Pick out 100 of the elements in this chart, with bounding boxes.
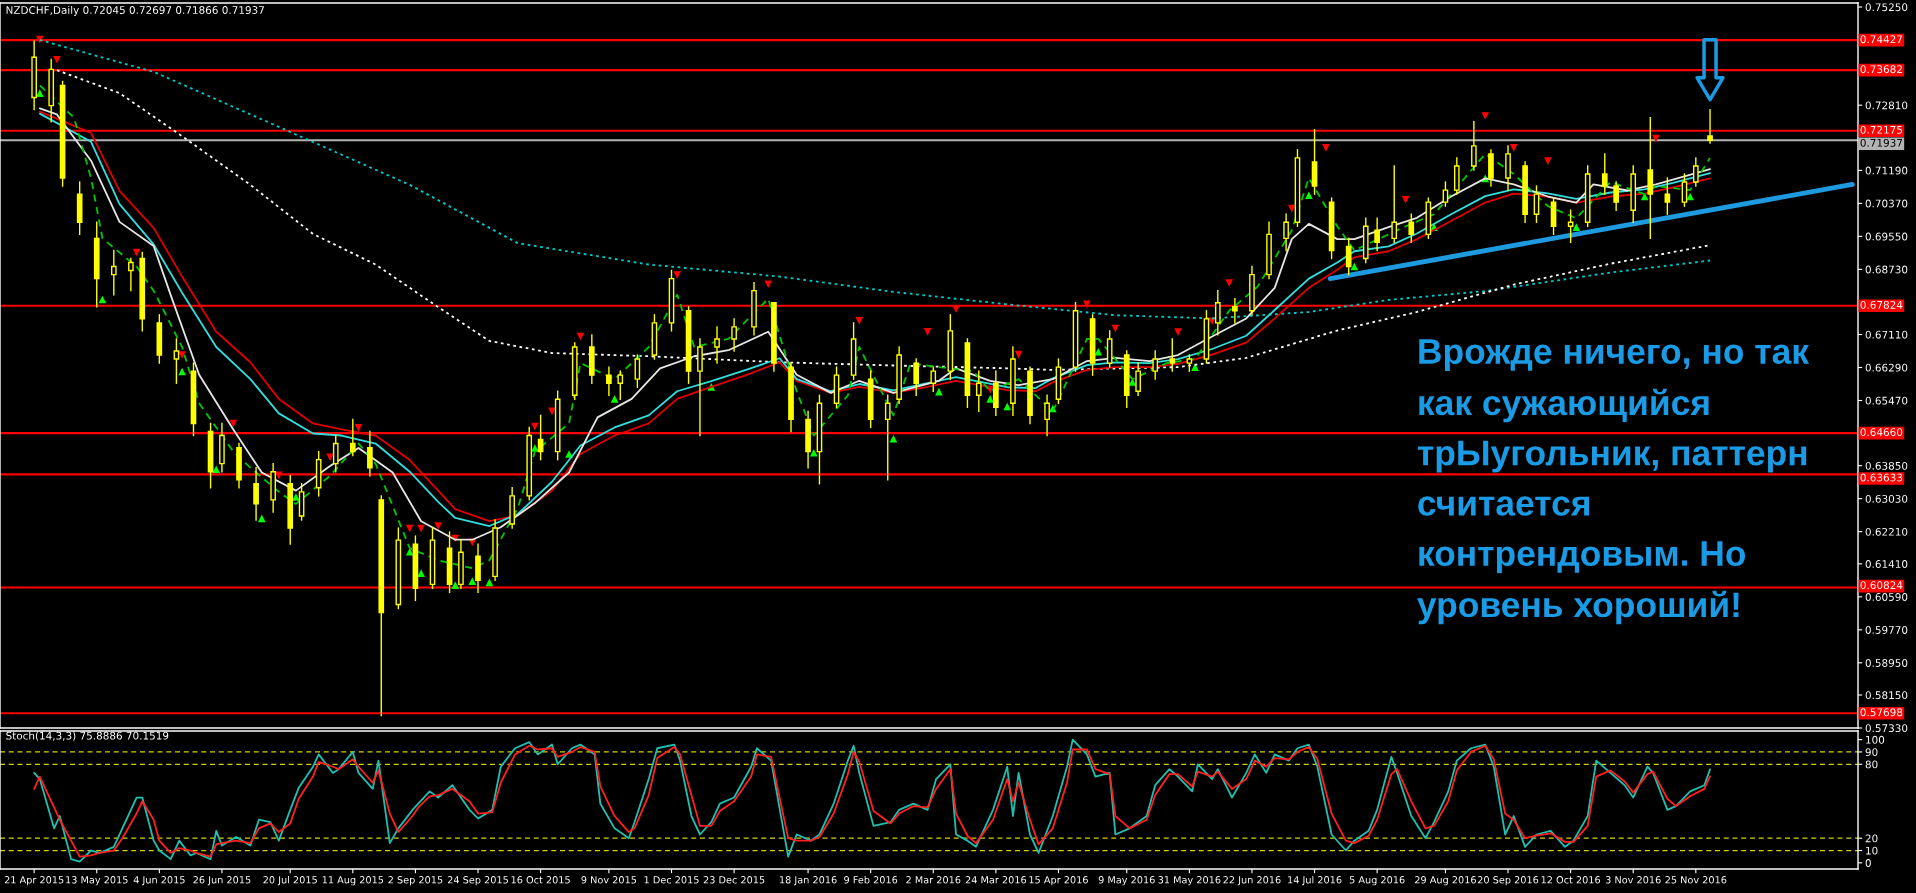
x-tick-label: 24 Mar 2016 <box>965 876 1027 884</box>
candlestick <box>128 257 134 292</box>
point <box>610 395 619 403</box>
x-tick-label: 22 Jun 2016 <box>1223 876 1281 886</box>
point <box>212 465 221 474</box>
ref-line-label: 0.63633 <box>1860 473 1903 482</box>
y-tick-label: 0.75250 <box>1865 3 1908 12</box>
x-tick-label: 23 Dec 2015 <box>703 876 765 884</box>
ref-line-label: 0.74427 <box>1860 35 1903 44</box>
y-tick-label: 20 <box>1865 834 1878 843</box>
point <box>36 35 44 44</box>
y-tick-label: 10 <box>1866 846 1878 855</box>
y-tick-label: 0.70370 <box>1865 199 1908 208</box>
y-tick-label: 0.65470 <box>1865 396 1908 405</box>
point <box>1322 144 1330 152</box>
y-tick-label: 0.60590 <box>1865 593 1908 601</box>
x-tick-label: 20 Sep 2016 <box>1477 876 1539 886</box>
candlestick <box>367 430 373 477</box>
candlestick <box>1613 181 1619 211</box>
x-tick-label: 18 Jan 2016 <box>780 876 837 886</box>
point <box>405 547 414 556</box>
x-tick-label: 24 Sep 2015 <box>447 876 508 886</box>
x-tick-label: 5 Aug 2016 <box>1349 876 1405 886</box>
candlestick <box>1471 120 1477 171</box>
candlestick <box>1707 109 1713 144</box>
y-tick-label: 0.68730 <box>1865 265 1908 274</box>
x-tick-label: 13 May 2015 <box>66 876 128 886</box>
x-tick-label: 9 Nov 2015 <box>581 876 637 884</box>
annotation: Врожде ничего, но так как сужающийся трЫугольник, паттерн считается контрендовым. Но уровень хороший! <box>1417 339 1810 625</box>
chart-title: Stoch(14,3,3) 75.8886 70.1519 <box>6 731 169 741</box>
candlestick <box>1408 213 1415 244</box>
candlestick <box>1374 217 1380 252</box>
point <box>1287 204 1296 213</box>
point <box>178 351 186 359</box>
point <box>405 524 414 533</box>
candlestick <box>1169 338 1176 372</box>
point <box>292 493 300 501</box>
x-tick-label: 2 Sep 2015 <box>388 876 443 886</box>
ref-line-label: 0.67824 <box>1860 300 1903 309</box>
y-tick-label: 0.72810 <box>1865 101 1908 110</box>
y-tick-label: 0.69550 <box>1865 232 1908 241</box>
x-tick-label: 4 Jun 2015 <box>133 876 185 886</box>
point <box>889 434 898 443</box>
x-tick-label: 29 Aug 2016 <box>1415 876 1476 886</box>
point <box>1350 262 1359 271</box>
ref-line-label: 0.60824 <box>1860 581 1903 590</box>
y-tick-label: 0 <box>1865 859 1871 867</box>
point <box>1305 191 1313 200</box>
point <box>809 449 818 457</box>
y-tick-label: 0.57330 <box>1865 724 1908 733</box>
y-tick-label: 0.67110 <box>1865 330 1908 339</box>
point <box>53 55 61 64</box>
y-tick-label: 0.61410 <box>1865 560 1908 568</box>
candlestick <box>1283 213 1289 252</box>
point <box>229 419 238 428</box>
point <box>434 522 442 530</box>
x-tick-label: 25 Nov 2016 <box>1665 876 1727 884</box>
point <box>36 89 44 97</box>
ref-line-label: 0.57698 <box>1860 708 1903 717</box>
candlestick <box>975 370 982 413</box>
y-tick-label: 0.62210 <box>1865 527 1908 536</box>
candlestick <box>913 358 920 396</box>
point <box>1094 348 1103 356</box>
candlestick <box>731 318 737 352</box>
x-tick-label: 15 Apr 2016 <box>1029 876 1088 886</box>
ref-line-label: 0.73682 <box>1860 65 1902 74</box>
x-tick-label: 16 Oct 2015 <box>511 876 570 884</box>
candlestick <box>1533 185 1540 223</box>
y-tick-label: 0.59770 <box>1865 626 1908 634</box>
x-tick-label: 12 Oct 2016 <box>1541 876 1601 884</box>
y-tick-label: 100 <box>1866 735 1885 744</box>
point <box>354 424 363 432</box>
point <box>1014 350 1023 359</box>
candlestick <box>930 366 937 392</box>
candlestick <box>1391 165 1398 244</box>
point <box>1003 402 1012 411</box>
candlestick <box>1442 181 1449 207</box>
point <box>1401 195 1410 204</box>
point <box>451 581 460 589</box>
x-tick-label: 2 Mar 2016 <box>906 876 961 884</box>
x-tick-label: 11 Aug 2015 <box>322 876 384 886</box>
x-tick-label: 1 Dec 2015 <box>644 876 699 884</box>
x-tick-label: 3 Nov 2016 <box>1605 876 1661 884</box>
y-tick-label: 0.63030 <box>1865 494 1908 503</box>
y-tick-label: 90 <box>1865 748 1878 757</box>
chart-title: NZDCHF,Daily 0.72045 0.72697 0.71866 0.71937 <box>6 5 264 16</box>
candlestick <box>1232 298 1238 324</box>
ref-line-label: 0.71937 <box>1860 138 1903 147</box>
point <box>417 569 425 577</box>
point <box>257 514 266 523</box>
y-tick-label: 0.66290 <box>1865 363 1908 372</box>
point <box>1572 223 1581 231</box>
point <box>1481 112 1490 120</box>
x-tick-label: 31 May 2016 <box>1158 876 1221 886</box>
x-tick-label: 9 May 2016 <box>1098 876 1155 886</box>
point <box>1225 279 1233 287</box>
ref-line-label: 0.72175 <box>1860 125 1903 134</box>
x-tick-label: 20 Jul 2015 <box>263 875 317 886</box>
y-tick-label: 0.58950 <box>1865 659 1908 667</box>
point <box>855 317 864 325</box>
